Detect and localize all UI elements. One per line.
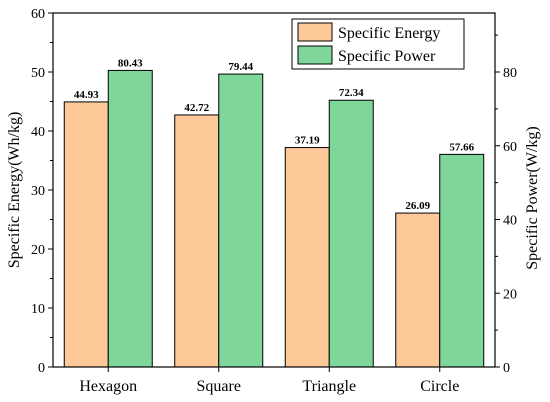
bar-specific-energy-triangle [284, 147, 330, 368]
data-labels-layer: 44.93 80.43 42.72 79.44 37.19 72.34 26.09 57.66 [74, 57, 475, 212]
data-label-specific-energy-triangle: 37.19 [295, 135, 320, 147]
right-tick-label: 80 [503, 66, 517, 81]
left-y-axis: 0 10 20 30 40 50 60 [31, 7, 53, 376]
x-tick-label-triangle: Triangle [302, 378, 356, 395]
legend-swatch-specific-energy [297, 22, 333, 42]
bars-layer [63, 69, 485, 368]
left-tick-label: 50 [31, 66, 45, 81]
left-tick-label: 30 [31, 184, 45, 199]
data-label-specific-power-square: 79.44 [228, 61, 253, 73]
bar-specific-power-square [218, 73, 264, 368]
data-label-specific-power-triangle: 72.34 [339, 87, 364, 99]
left-tick-label: 40 [31, 125, 45, 140]
bar-specific-energy-square [174, 114, 220, 368]
legend: Specific Energy Specific Power [291, 18, 465, 70]
x-tick-label-hexagon: Hexagon [79, 378, 137, 395]
right-y-axis: 0 20 40 60 80 [495, 34, 517, 376]
x-tick-label-square: Square [197, 378, 241, 395]
x-axis: Hexagon Square Triangle Circle [79, 367, 459, 395]
data-label-specific-power-hexagon: 80.43 [118, 57, 143, 69]
data-label-specific-energy-hexagon: 44.93 [74, 89, 99, 101]
right-tick-label: 40 [503, 214, 517, 229]
bar-specific-power-hexagon [107, 69, 153, 368]
bar-specific-energy-hexagon [63, 101, 109, 368]
right-axis-title: Specific Power(W/kg) [524, 126, 541, 270]
left-tick-label: 20 [31, 243, 45, 258]
legend-swatch-specific-power [297, 45, 333, 65]
left-tick-label: 0 [38, 361, 45, 376]
left-tick-label: 60 [31, 7, 45, 22]
bar-specific-power-circle [439, 153, 485, 368]
right-tick-label: 20 [503, 287, 517, 302]
left-axis-title: Specific Energy(Wh/kg) [6, 112, 23, 269]
right-tick-label: 60 [503, 140, 517, 155]
bar-specific-power-triangle [328, 99, 374, 368]
left-tick-label: 10 [31, 302, 45, 317]
right-tick-label: 0 [503, 361, 510, 376]
legend-label-specific-power: Specific Power [338, 48, 436, 65]
data-label-specific-energy-square: 42.72 [184, 102, 209, 114]
data-label-specific-energy-circle: 26.09 [405, 200, 430, 212]
bar-specific-energy-circle [395, 212, 441, 368]
data-label-specific-power-circle: 57.66 [449, 141, 474, 153]
legend-label-specific-energy: Specific Energy [338, 25, 440, 42]
x-tick-label-circle: Circle [420, 378, 459, 395]
